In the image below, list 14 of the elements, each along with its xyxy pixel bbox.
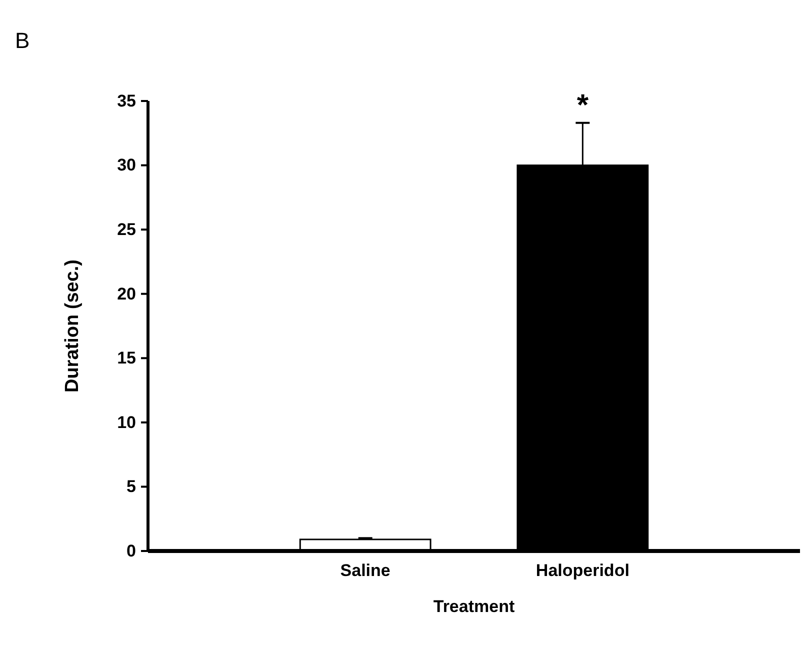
y-tick-label: 30 — [117, 156, 136, 175]
y-axis-title: Duration (sec.) — [62, 259, 83, 393]
x-tick-label: Saline — [340, 561, 390, 580]
annotation: * — [576, 88, 589, 122]
x-tick-label: Haloperidol — [536, 561, 630, 580]
y-tick-label: 35 — [117, 91, 136, 110]
y-tick-label: 10 — [117, 412, 136, 432]
y-tick-label: 0 — [126, 541, 136, 560]
y-tick-label: 5 — [126, 477, 136, 496]
y-tick-label: 25 — [117, 220, 136, 240]
x-axis-title: Treatment — [433, 597, 515, 616]
text: B — [15, 28, 30, 53]
y-tick-label: 15 — [117, 348, 136, 368]
y-tick-label: 20 — [117, 284, 136, 304]
